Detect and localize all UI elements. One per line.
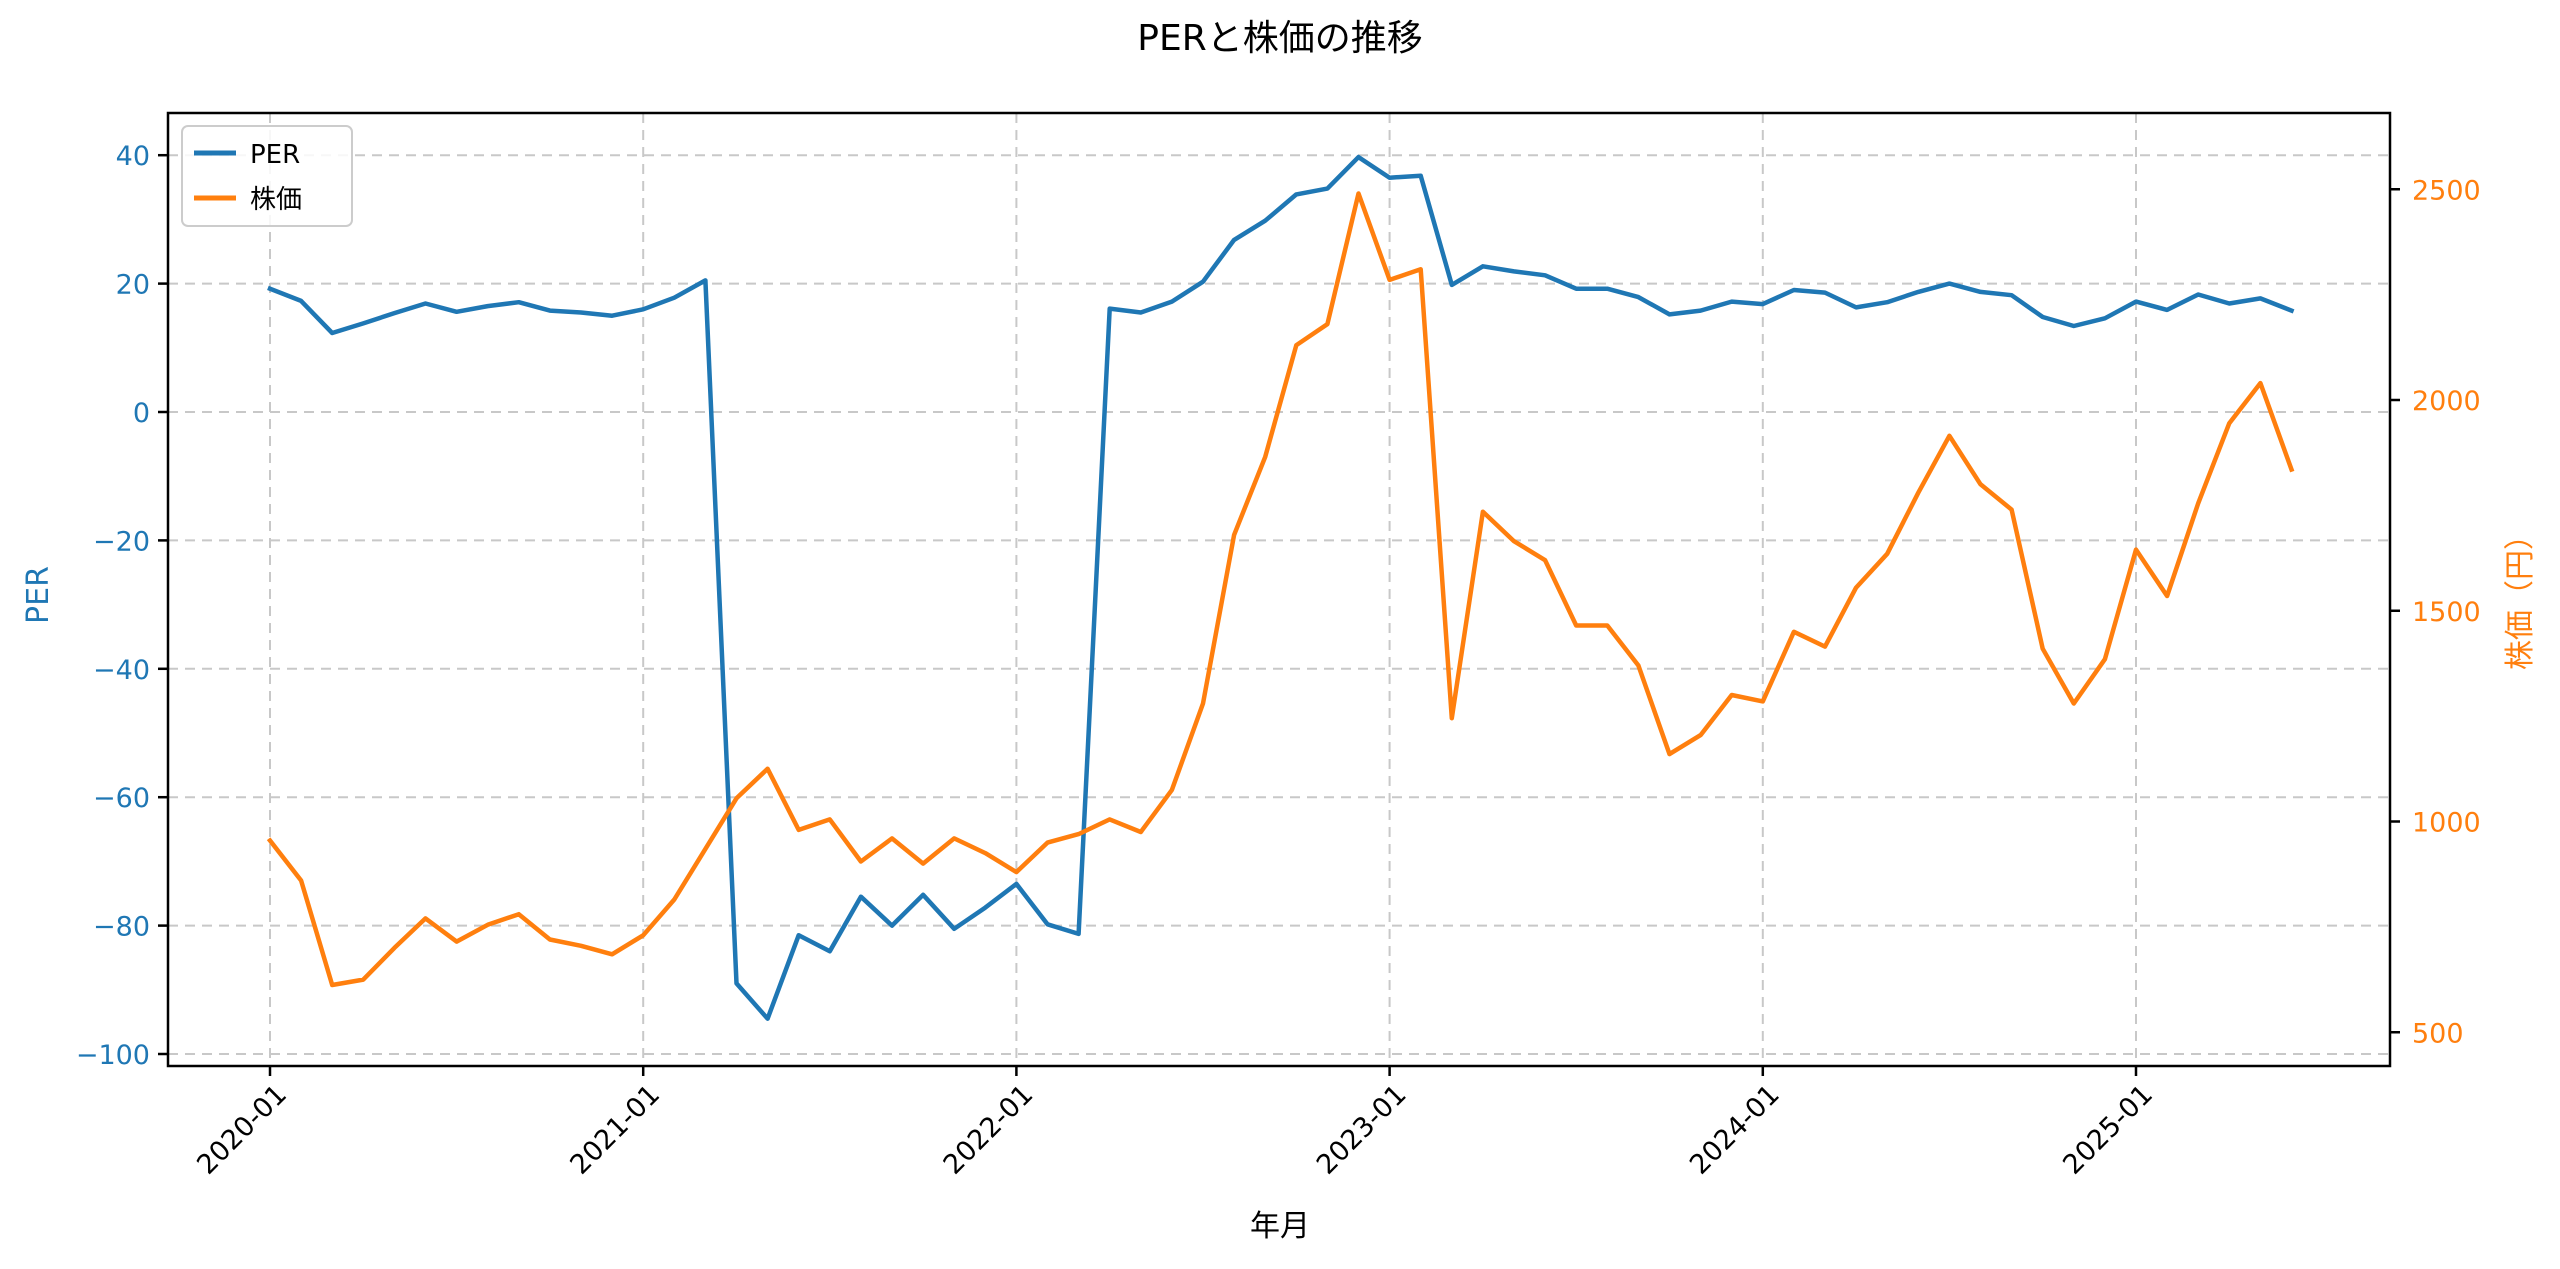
per-line	[267, 154, 2295, 1021]
y2-tick-label: 1000	[2412, 808, 2481, 839]
y-tick-label: −20	[93, 526, 150, 557]
y2-tick-label: 2000	[2412, 386, 2481, 417]
x-tick-label: 2023-01	[1311, 1079, 1413, 1181]
legend: PER 株価	[181, 125, 353, 227]
grid-lines	[168, 113, 2390, 1066]
x-tick-label: 2024-01	[1684, 1079, 1786, 1181]
chart-title: PERと株価の推移	[1137, 18, 1422, 59]
left-axis: 40 20 0 −20 −40 −60 −80 −100	[76, 141, 168, 1071]
y-tick-label: 0	[133, 398, 150, 429]
y-tick-label: −60	[93, 783, 150, 814]
legend-price-label: 株価	[250, 185, 302, 215]
legend-per-label: PER	[250, 140, 300, 170]
x-axis-label: 年月	[1250, 1209, 1310, 1244]
right-axis: 2500 2000 1500 1000 500	[2390, 175, 2481, 1049]
y-tick-label: −40	[93, 655, 150, 686]
x-tick-label: 2025-01	[2057, 1079, 2159, 1181]
y-tick-label: −100	[76, 1040, 150, 1071]
y-tick-label: −80	[93, 912, 150, 943]
y-axis-label: PER	[21, 566, 56, 624]
x-axis: 2020-01 2021-01 2022-01 2023-01 2024-01 2025-…	[191, 1066, 2159, 1181]
y2-tick-label: 500	[2412, 1018, 2464, 1049]
plot-frame	[166, 111, 2392, 1068]
series-layer	[266, 154, 2295, 1021]
y-tick-label: 40	[116, 141, 150, 172]
price-line	[266, 191, 2295, 988]
x-tick-label: 2020-01	[191, 1079, 293, 1181]
y2-axis-label: 株価（円）	[2503, 520, 2538, 670]
x-tick-label: 2022-01	[938, 1079, 1040, 1181]
y2-tick-label: 2500	[2412, 175, 2481, 206]
x-tick-label: 2021-01	[564, 1079, 666, 1181]
y2-tick-label: 1500	[2412, 597, 2481, 628]
y-tick-label: 20	[116, 270, 150, 301]
